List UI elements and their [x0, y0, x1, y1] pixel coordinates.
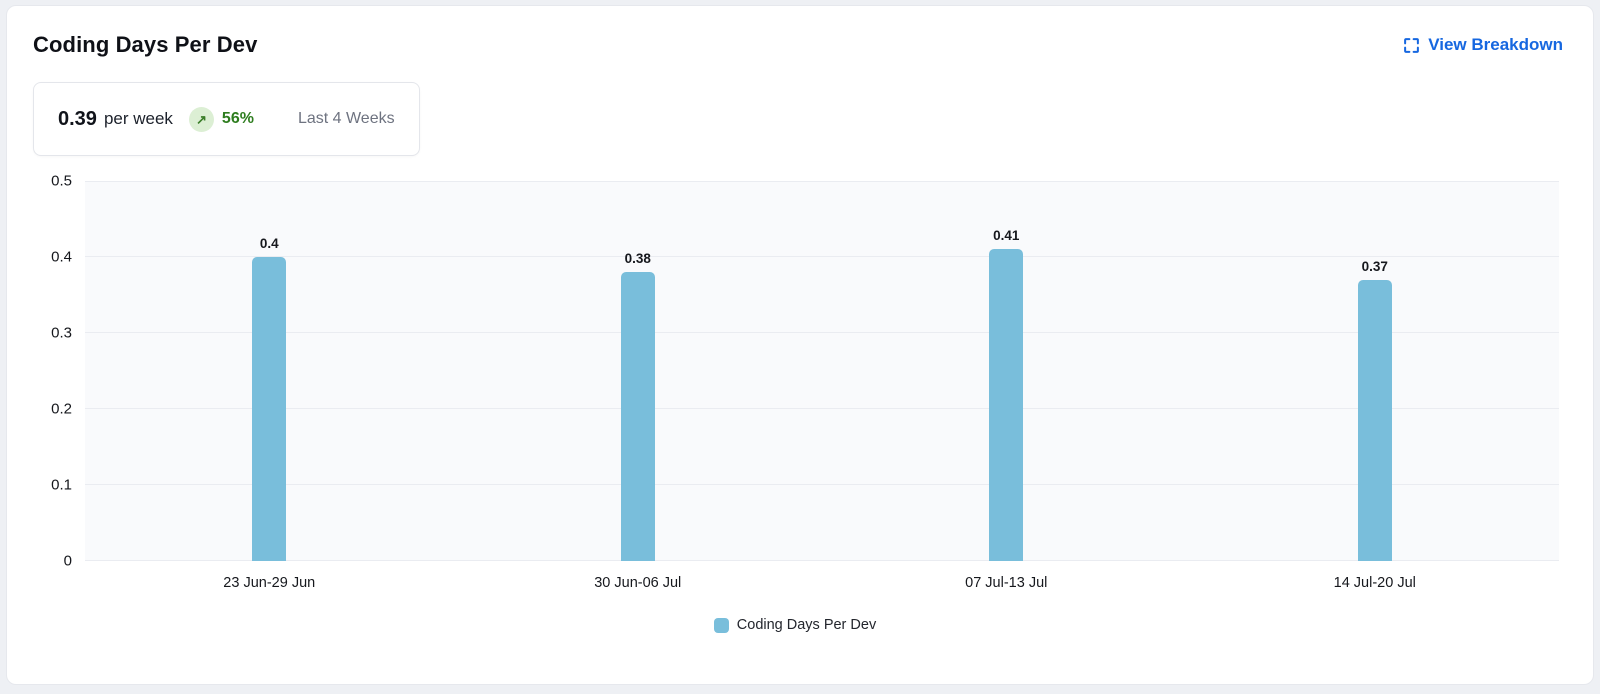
bar-chart: 0 0.1 0.2 0.3 0.4 0.5 0.4 0.38 0.41 0.37 23 Jun-…: [31, 174, 1559, 633]
x-axis: 23 Jun-29 Jun 30 Jun-06 Jul 07 Jul-13 Jul 1…: [85, 575, 1559, 591]
y-axis: 0 0.1 0.2 0.3 0.4 0.5: [31, 174, 85, 569]
summary-card[interactable]: 0.39 per week ↗ 56% Last 4 Weeks: [33, 82, 420, 156]
x-axis-label: 23 Jun-29 Jun: [223, 575, 316, 591]
legend-label: Coding Days Per Dev: [736, 617, 877, 633]
bar-value-label: 0.38: [624, 251, 651, 267]
y-tick-label: 0.2: [51, 400, 72, 418]
bar-value-label: 0.37: [1361, 258, 1388, 274]
page-title: Coding Days Per Dev: [33, 32, 258, 57]
summary-unit: per week: [103, 109, 173, 128]
bar-value-label: 0.41: [993, 228, 1020, 244]
bar[interactable]: 0.37: [1357, 259, 1392, 561]
gridline: [85, 256, 1559, 257]
legend-marker: [713, 617, 729, 633]
y-tick-label: 0.4: [51, 248, 72, 266]
coding-days-card: Coding Days Per Dev View Breakdown 0.39 …: [6, 5, 1594, 685]
legend-item[interactable]: Coding Days Per Dev: [31, 617, 1559, 633]
bars-row: 0.4 0.38 0.41 0.37: [85, 181, 1559, 561]
card-header: Coding Days Per Dev View Breakdown: [7, 6, 1593, 58]
x-axis-label: 14 Jul-20 Jul: [1333, 575, 1416, 591]
gridline: [85, 560, 1559, 561]
summary-period: Last 4 Weeks: [297, 110, 395, 127]
trend-up-icon: ↗: [188, 106, 214, 132]
bar[interactable]: 0.38: [620, 251, 655, 561]
gridline: [85, 408, 1559, 409]
x-axis-label: 07 Jul-13 Jul: [965, 575, 1048, 591]
expand-icon: [1403, 37, 1420, 54]
bar[interactable]: 0.4: [252, 236, 287, 561]
view-breakdown-link[interactable]: View Breakdown: [1403, 35, 1563, 55]
gridline: [85, 332, 1559, 333]
bar-slot: 0.37: [1191, 181, 1560, 561]
bar-slot: 0.38: [454, 181, 823, 561]
chart-grid: 0 0.1 0.2 0.3 0.4 0.5 0.4 0.38 0.41 0.37: [31, 174, 1559, 569]
bar-slot: 0.4: [85, 181, 454, 561]
gridline: [85, 484, 1559, 485]
y-tick-label: 0.5: [51, 172, 72, 190]
gridline: [85, 181, 1559, 182]
x-axis-label: 30 Jun-06 Jul: [594, 575, 682, 591]
y-tick-label: 0: [63, 552, 72, 570]
y-tick-label: 0.3: [51, 324, 72, 342]
bar-slot: 0.41: [822, 181, 1191, 561]
plot-area: 0.4 0.38 0.41 0.37: [85, 181, 1559, 561]
summary-value: 0.39: [58, 107, 97, 130]
bar[interactable]: 0.41: [989, 228, 1024, 561]
trend-percent: 56%: [221, 110, 254, 127]
view-breakdown-label: View Breakdown: [1428, 35, 1563, 54]
y-tick-label: 0.1: [51, 476, 72, 494]
bar-value-label: 0.4: [259, 236, 279, 251]
